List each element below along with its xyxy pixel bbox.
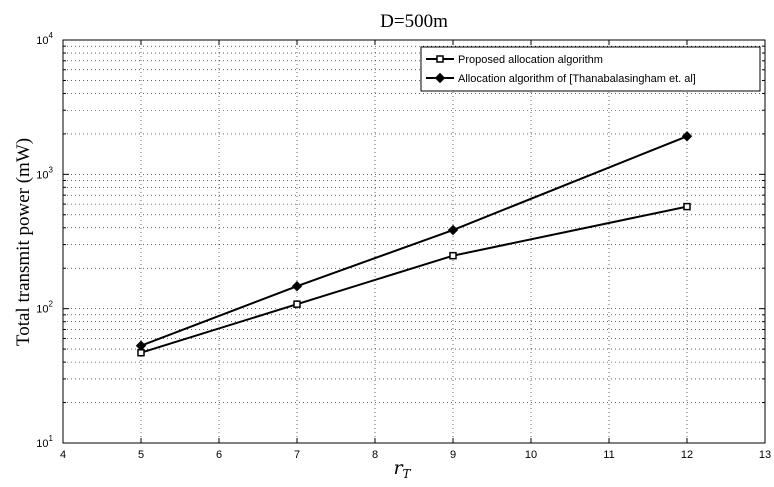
y-tick-label: 101 [36, 434, 53, 450]
x-tick-label: 11 [603, 449, 614, 461]
y-tick-label-base: 10 [36, 35, 48, 47]
series-layer [135, 131, 693, 357]
series-line-1 [140, 135, 688, 347]
x-axis-label: rT [393, 457, 411, 481]
plot-area [63, 40, 765, 443]
y-tick-label: 104 [36, 31, 53, 47]
x-tick-label: 7 [294, 449, 300, 461]
y-axis-label: Total transmit power (mW) [13, 138, 34, 346]
y-tick-label-base: 10 [36, 304, 48, 316]
x-tick-label: 6 [216, 449, 222, 461]
series-line-0 [140, 205, 688, 354]
y-tick-label-exponent: 4 [49, 31, 54, 40]
plot-frame [62, 39, 766, 444]
chart-title: D=500m [380, 11, 448, 32]
y-tick-label-base: 10 [36, 438, 48, 450]
y-tick-label-exponent: 3 [49, 165, 54, 174]
x-tick-label: 5 [138, 449, 144, 461]
x-tick-labels: 4 5 6 7 8 9 10 11 12 13 [60, 449, 771, 461]
data-point-diamond [291, 280, 303, 292]
x-tick-label: 9 [450, 449, 456, 461]
legend-label-proposed: Proposed allocation algorithm [458, 54, 603, 66]
y-tick-label-exponent: 1 [49, 434, 54, 443]
data-point-diamond [447, 224, 459, 236]
legend-label-thanabalasingham: Allocation algorithm of [Thanabalasingha… [458, 73, 696, 85]
data-point-diamond [681, 131, 693, 142]
legend-square-marker [436, 55, 444, 63]
y-tick-label: 103 [36, 165, 53, 181]
data-point-square [449, 251, 457, 260]
x-axis-label-subscript: T [403, 467, 412, 481]
legend-diamond-marker [434, 72, 446, 84]
x-tick-label: 13 [759, 449, 771, 461]
x-tick-label: 8 [372, 449, 378, 461]
y-tick-label: 102 [36, 300, 53, 316]
data-point-square [683, 202, 691, 211]
data-point-diamond [135, 340, 147, 351]
x-tick-label: 12 [681, 449, 693, 461]
x-tick-label: 4 [60, 449, 66, 461]
data-point-square [293, 300, 301, 308]
legend-box [420, 46, 761, 92]
legend: Proposed allocation algorithm Allocation… [420, 46, 761, 92]
x-tick-label: 10 [525, 449, 537, 461]
x-axis-label-main: r [393, 457, 404, 479]
y-tick-label-base: 10 [36, 169, 48, 181]
y-tick-label-exponent: 2 [49, 300, 54, 309]
